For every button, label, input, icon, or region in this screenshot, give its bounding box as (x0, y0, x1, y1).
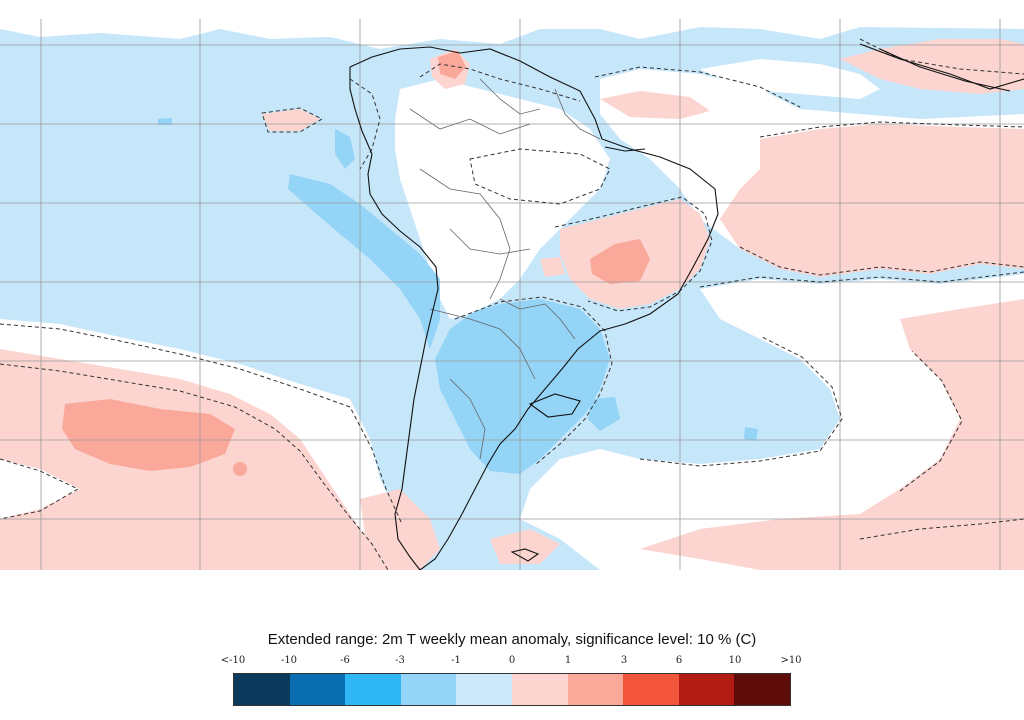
colorbar-tick: 0 (508, 655, 516, 666)
colorbar-swatch (623, 674, 679, 705)
colorbar-tick: -1 (451, 655, 461, 666)
cool-anomaly-areas (158, 118, 758, 474)
colorbar-tick: -3 (395, 655, 405, 666)
coastlines (349, 43, 1024, 570)
colorbar-ticks: <-10 -10 -6 -3 -1 0 1 3 6 10 >10 (0, 655, 1024, 669)
colorbar-swatch (400, 674, 457, 705)
colorbar (233, 673, 791, 706)
colorbar-tick: 3 (620, 655, 628, 666)
colorbar-tick: -6 (340, 655, 350, 666)
colorbar-swatch (456, 674, 512, 705)
colorbar-swatch (511, 674, 568, 705)
colorbar-title: Extended range: 2m T weekly mean anomaly… (267, 631, 757, 648)
colorbar-swatch (678, 674, 735, 705)
country-borders (409, 78, 601, 460)
colorbar-tick: 1 (564, 655, 572, 666)
colorbar-tick: >10 (780, 655, 802, 666)
colorbar-swatch (234, 674, 290, 705)
colorbar-tick: 10 (728, 655, 742, 666)
colorbar-tick: -10 (280, 655, 298, 666)
significance-contours (0, 38, 1024, 570)
colorbar-swatch (345, 674, 401, 705)
warm-anomaly-cores (62, 51, 650, 476)
colorbar-swatch (734, 674, 790, 705)
colorbar-swatch (289, 674, 346, 705)
colorbar-swatch (567, 674, 624, 705)
anomaly-map (0, 19, 1024, 570)
colorbar-tick: <-10 (220, 655, 246, 666)
colorbar-tick: 6 (675, 655, 683, 666)
